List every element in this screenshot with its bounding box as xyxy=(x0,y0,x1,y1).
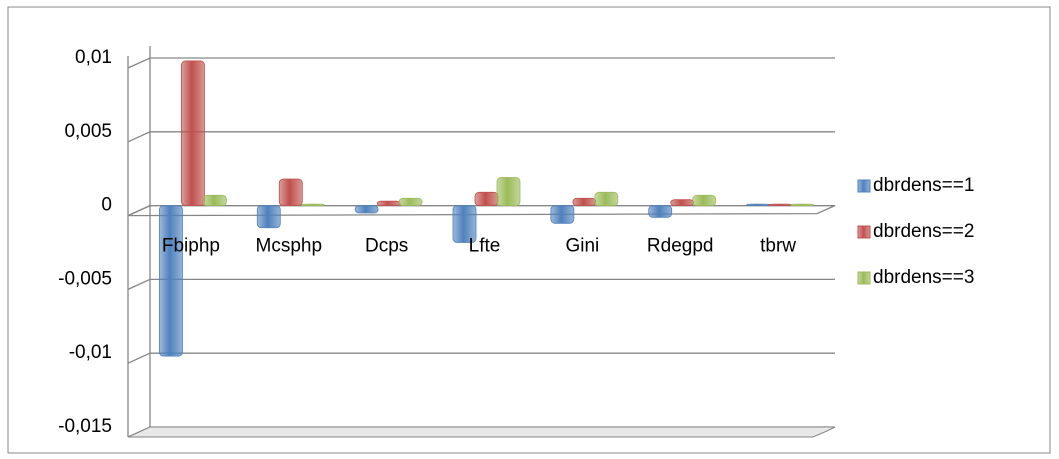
bar xyxy=(550,205,575,224)
x-tick-label: Mcsphp xyxy=(256,236,323,257)
y-tick-label: -0,015 xyxy=(58,416,112,437)
bar xyxy=(572,197,597,207)
y-tick-label: -0,005 xyxy=(58,268,112,289)
bar xyxy=(790,203,814,207)
bar xyxy=(768,203,792,207)
x-tick-label: Fbiphp xyxy=(162,236,220,257)
x-tick-label: Rdegpd xyxy=(647,236,714,257)
legend-label: dbrdens==3 xyxy=(873,267,974,288)
y-tick-label: 0,005 xyxy=(64,121,112,142)
floor xyxy=(127,426,836,438)
legend-swatch xyxy=(857,179,871,193)
y-tick-label: -0,01 xyxy=(69,342,112,363)
y-tick-label: 0 xyxy=(101,195,112,216)
bar xyxy=(692,194,717,207)
bar xyxy=(181,60,205,206)
legend-swatch xyxy=(857,225,871,239)
bar xyxy=(256,205,281,229)
bar xyxy=(746,203,770,207)
y-tick-label: 0,01 xyxy=(75,47,112,68)
bar xyxy=(203,194,227,207)
bar xyxy=(159,205,183,357)
bar xyxy=(648,205,673,218)
bar xyxy=(452,205,477,243)
bar xyxy=(474,191,499,206)
bar xyxy=(670,199,695,206)
legend-label: dbrdens==2 xyxy=(873,221,974,242)
x-tick-label: Lfte xyxy=(469,236,501,257)
bar xyxy=(354,205,379,214)
x-tick-label: tbrw xyxy=(760,236,796,257)
legend-swatch xyxy=(857,271,871,285)
bar xyxy=(398,197,423,207)
bar xyxy=(496,177,521,207)
bar xyxy=(376,200,401,206)
x-tick-label: Gini xyxy=(565,236,599,257)
bar xyxy=(594,191,619,206)
bar xyxy=(300,203,325,207)
legend-label: dbrdens==1 xyxy=(873,175,974,196)
x-tick-label: Dcps xyxy=(365,236,408,257)
bar xyxy=(278,178,303,206)
zero-axis xyxy=(127,204,836,217)
